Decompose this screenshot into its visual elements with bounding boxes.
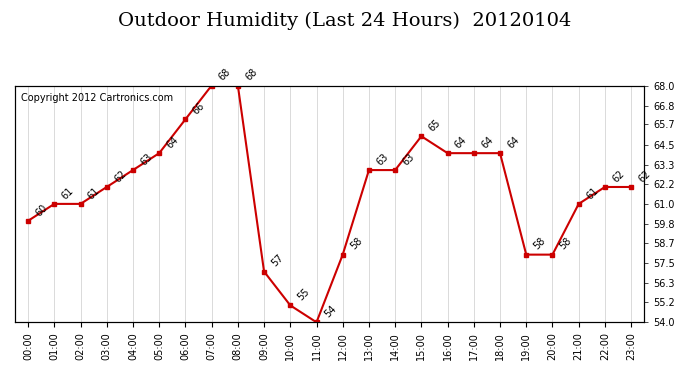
Text: 64: 64 [506,135,522,150]
Text: 61: 61 [584,185,600,201]
Text: 64: 64 [165,135,181,150]
Text: 68: 68 [217,67,233,83]
Text: 62: 62 [637,168,653,184]
Text: 64: 64 [480,135,495,150]
Text: 68: 68 [244,67,259,83]
Text: 61: 61 [86,185,102,201]
Text: 55: 55 [296,286,312,303]
Text: 62: 62 [611,168,627,184]
Text: 63: 63 [375,152,391,167]
Text: 60: 60 [34,202,50,218]
Text: 58: 58 [348,236,364,252]
Text: 61: 61 [60,185,76,201]
Text: 63: 63 [139,152,155,167]
Text: 65: 65 [427,118,443,134]
Text: 64: 64 [453,135,469,150]
Text: 58: 58 [532,236,548,252]
Text: 63: 63 [401,152,417,167]
Text: 66: 66 [191,101,207,117]
Text: Outdoor Humidity (Last 24 Hours)  20120104: Outdoor Humidity (Last 24 Hours) 2012010… [118,11,572,30]
Text: 54: 54 [322,304,338,320]
Text: 57: 57 [270,253,286,269]
Text: Copyright 2012 Cartronics.com: Copyright 2012 Cartronics.com [21,93,173,103]
Text: 58: 58 [558,236,574,252]
Text: 62: 62 [112,168,128,184]
